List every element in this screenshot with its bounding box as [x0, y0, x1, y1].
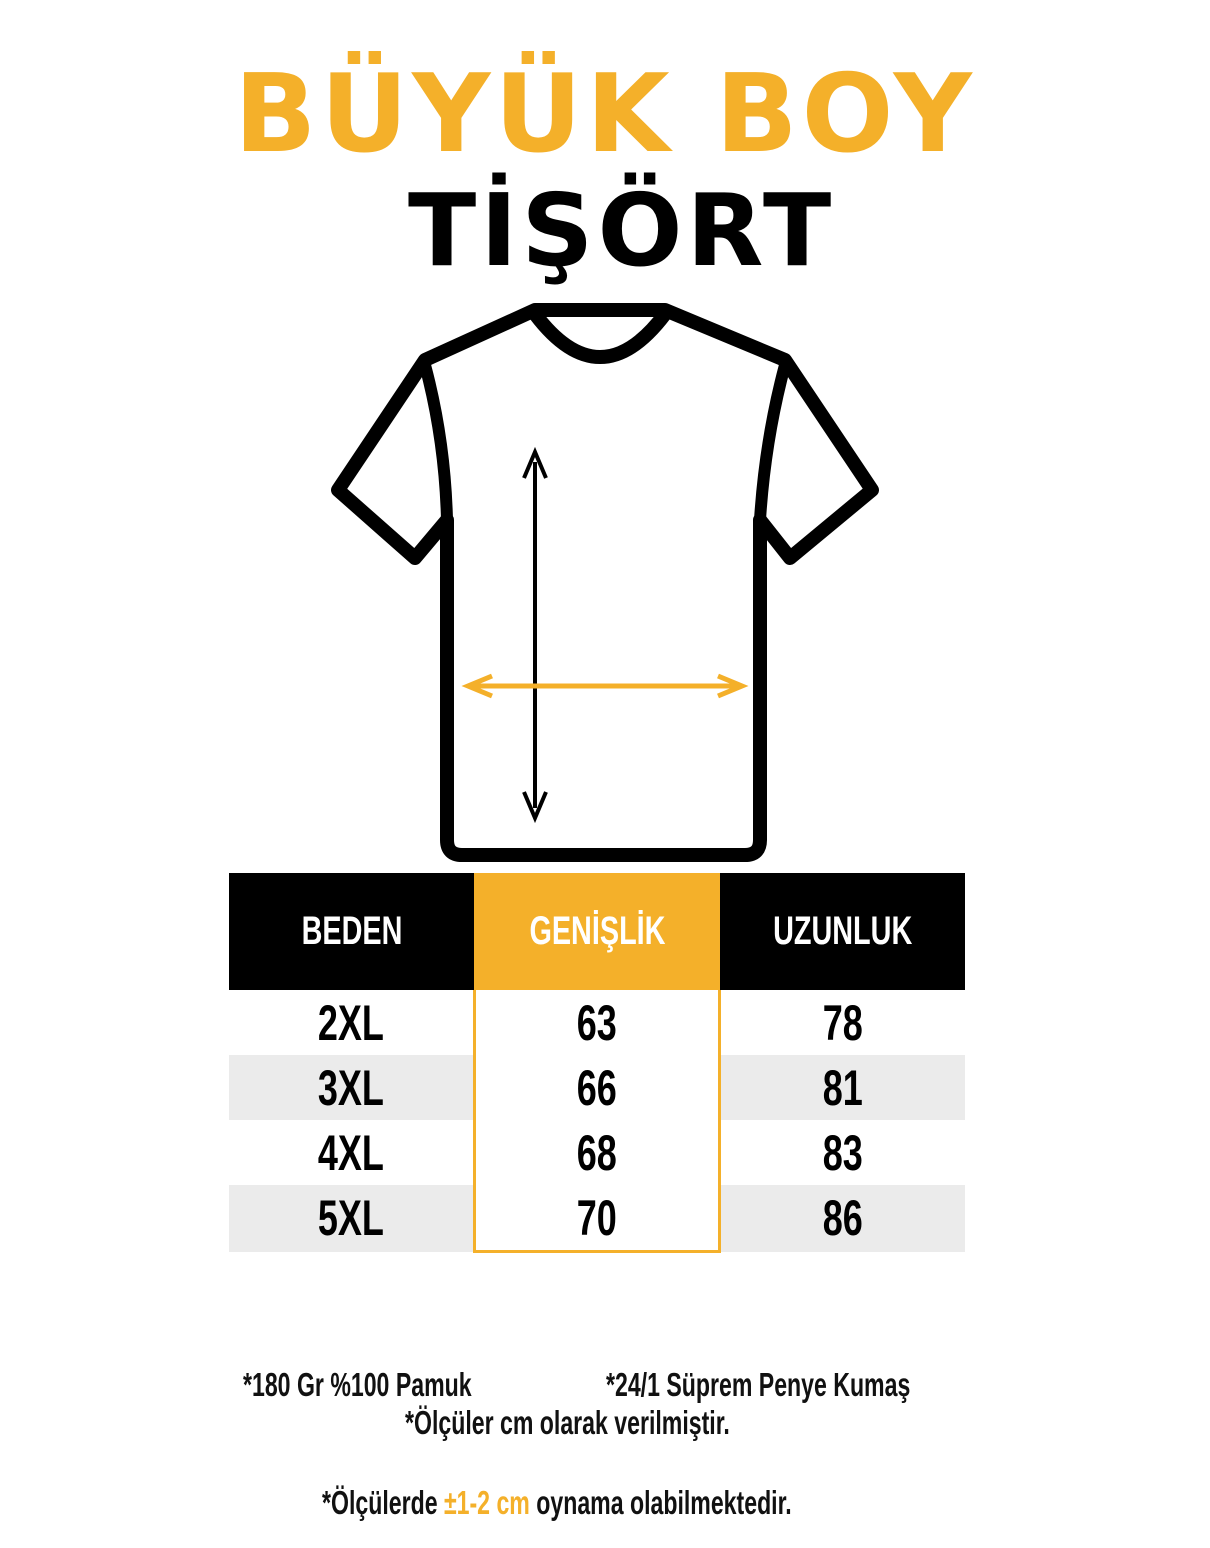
table-row: 5XL 70 86: [229, 1185, 965, 1253]
length-cell: 81: [823, 1059, 864, 1116]
width-cell: 63: [576, 994, 618, 1051]
width-cell: 68: [576, 1124, 618, 1181]
t-shirt-outline-icon: [331, 303, 879, 862]
title-line-2: TİŞÖRT: [408, 172, 836, 289]
table-row: 2XL 63 78: [229, 990, 965, 1055]
header-length: UZUNLUK: [719, 873, 965, 990]
table-row: 4XL 68 83: [229, 1120, 965, 1185]
width-arrow: [461, 673, 749, 699]
note-fabric-weight: *180 Gr %100 Pamuk: [243, 1366, 472, 1403]
width-cell: 66: [576, 1059, 618, 1116]
note-fabric-type: *24/1 Süprem Penye Kumaş: [606, 1366, 911, 1403]
table-header: BEDEN GENİŞLİK UZUNLUK: [229, 873, 965, 990]
length-cell: 83: [823, 1124, 864, 1181]
table-row: 3XL 66 81: [229, 1055, 965, 1120]
width-cell: 70: [576, 1189, 618, 1246]
header-size: BEDEN: [229, 873, 475, 990]
tolerance-value: ±1-2 cm: [443, 1484, 530, 1521]
length-cell: 86: [823, 1190, 864, 1247]
note-tolerance: *Ölçülerde ±1-2 cm oynama olabilmektedir…: [322, 1484, 792, 1521]
length-arrow: [522, 446, 548, 824]
size-cell: 3XL: [317, 1059, 384, 1116]
size-cell: 5XL: [317, 1190, 384, 1247]
title-line-1: BÜYÜK BOY: [234, 52, 976, 177]
size-cell: 2XL: [317, 994, 384, 1051]
length-cell: 78: [823, 994, 864, 1051]
note-unit: *Ölçüler cm olarak verilmiştir.: [405, 1404, 730, 1441]
size-table: BEDEN GENİŞLİK UZUNLUK 2XL 63 78 3XL 66 …: [229, 873, 965, 1253]
size-cell: 4XL: [317, 1124, 384, 1181]
header-width: GENİŞLİK: [474, 873, 720, 990]
